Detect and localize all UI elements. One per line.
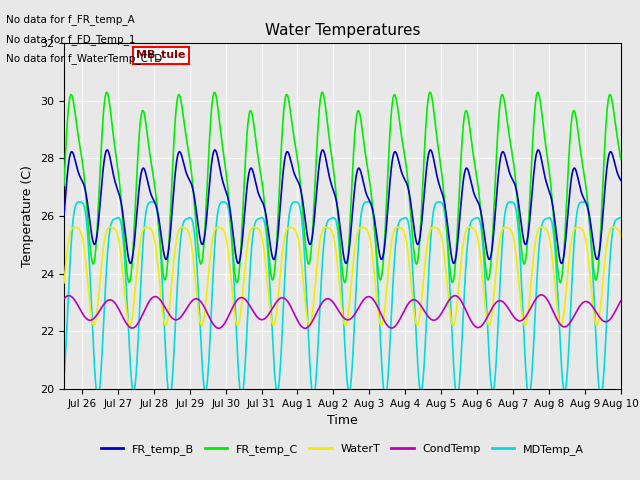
- Text: MB_tule: MB_tule: [136, 50, 186, 60]
- Y-axis label: Temperature (C): Temperature (C): [22, 165, 35, 267]
- Legend: FR_temp_B, FR_temp_C, WaterT, CondTemp, MDTemp_A: FR_temp_B, FR_temp_C, WaterT, CondTemp, …: [96, 439, 589, 459]
- X-axis label: Time: Time: [327, 414, 358, 427]
- Text: No data for f_FR_temp_A: No data for f_FR_temp_A: [6, 14, 135, 25]
- Text: No data for f_FD_Temp_1: No data for f_FD_Temp_1: [6, 34, 136, 45]
- Text: No data for f_WaterTemp_CTD: No data for f_WaterTemp_CTD: [6, 53, 163, 64]
- Title: Water Temperatures: Water Temperatures: [265, 23, 420, 38]
